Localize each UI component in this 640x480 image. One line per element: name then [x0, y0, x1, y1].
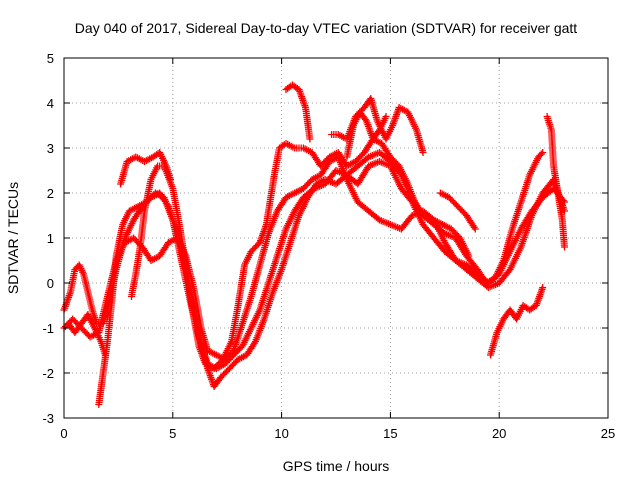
data-point-markers [328, 95, 427, 156]
y-tick-label: 4 [47, 96, 54, 111]
data-points [60, 81, 568, 408]
series-arc-10 [543, 113, 568, 251]
series-arc-7 [328, 95, 427, 156]
y-tick-label: -3 [42, 411, 54, 426]
series-arc-12 [64, 311, 109, 359]
tick-labels: 0 5 10 15 20 25 -3 -2 -1 0 1 2 3 4 5 [42, 51, 615, 441]
y-tick-label: 2 [47, 186, 54, 201]
y-tick-label: 0 [47, 276, 54, 291]
y-tick-label: 1 [47, 231, 54, 246]
x-tick-label: 20 [492, 426, 506, 441]
data-point-markers [282, 81, 314, 143]
data-point-markers [117, 149, 175, 188]
x-tick-label: 10 [274, 426, 288, 441]
series-arc-5 [117, 149, 175, 188]
series-arc-11 [436, 189, 479, 233]
chart-title: Day 040 of 2017, Sidereal Day-to-day VTE… [75, 20, 578, 36]
data-point-markers [343, 108, 390, 161]
data-point-markers [487, 284, 547, 359]
grid [64, 58, 608, 418]
x-tick-label: 5 [169, 426, 176, 441]
x-axis-label: GPS time / hours [283, 458, 390, 474]
x-tick-label: 0 [60, 426, 67, 441]
series-arc-6 [282, 81, 314, 143]
series-arc-4 [128, 135, 473, 372]
series-arc-8 [343, 108, 390, 161]
axis-ticks [63, 57, 609, 419]
y-tick-label: 3 [47, 141, 54, 156]
x-tick-label: 15 [383, 426, 397, 441]
data-point-markers [436, 189, 479, 233]
y-tick-label: 5 [47, 51, 54, 66]
data-point-markers [543, 113, 568, 251]
series-arc-9 [487, 284, 547, 359]
data-point-markers [95, 158, 568, 408]
y-tick-label: -1 [42, 321, 54, 336]
series-arc-3 [95, 158, 568, 408]
x-tick-label: 25 [601, 426, 615, 441]
data-point-markers [128, 135, 473, 372]
data-point-markers [64, 311, 109, 359]
y-tick-label: -2 [42, 366, 54, 381]
y-axis-label: SDTVAR / TECUs [5, 182, 21, 294]
